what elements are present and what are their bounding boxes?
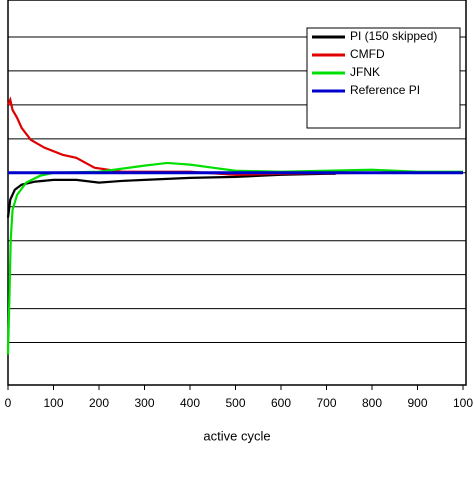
series-line [6,161,463,355]
series-line [6,172,336,218]
legend-box [306,27,461,129]
x-tick-label: 100 [43,396,63,410]
series-line [6,96,463,176]
x-tick-label: 200 [89,396,109,410]
legend-label: CMFD [350,47,385,61]
x-tick-label: 100 [453,396,473,410]
x-tick-label: 900 [407,396,427,410]
x-tick-label: 400 [180,396,200,410]
x-tick-label: 800 [362,396,382,410]
x-tick-label: 300 [134,396,154,410]
x-axis-label: active cycle [203,428,270,443]
legend-label: JFNK [350,65,380,79]
x-tick-label: 600 [271,396,291,410]
x-tick-label: 0 [5,396,12,410]
plot-frame [7,0,467,386]
legend-label: PI (150 skipped) [350,29,437,43]
x-tick-label: 700 [316,396,336,410]
x-tick-label: 500 [225,396,245,410]
legend-label: Reference PI [350,83,420,97]
